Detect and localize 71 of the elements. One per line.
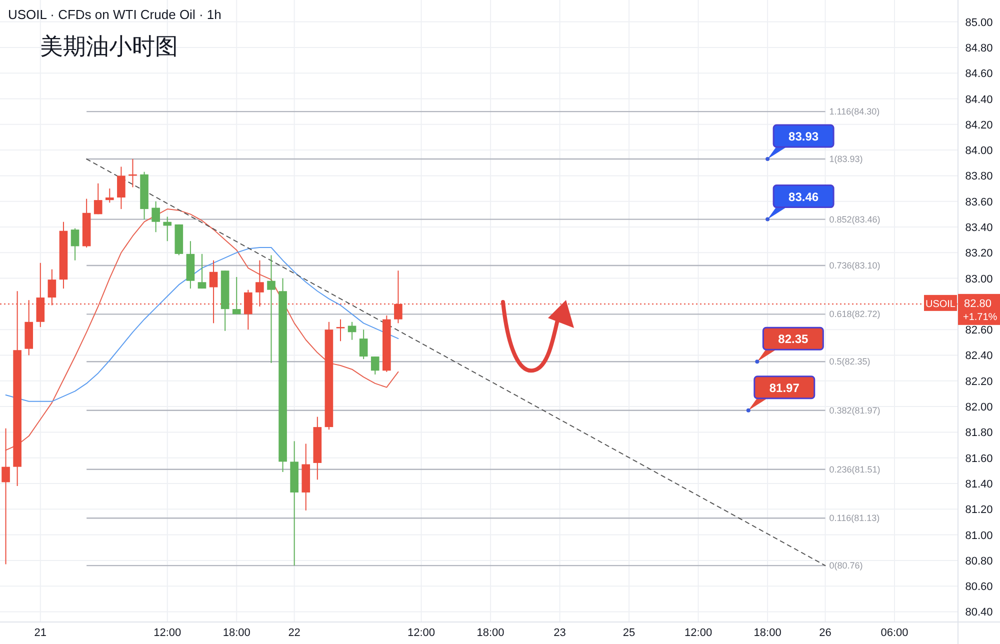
y-tick-label: 81.60 — [965, 452, 993, 465]
ref-line-label: 82.80 — [964, 298, 992, 310]
ref-line-label: 0.736(83.10) — [829, 260, 880, 270]
ref-line-label: 0.5(82.35) — [829, 356, 870, 367]
y-tick-label: 84.80 — [965, 42, 993, 54]
x-tick-label: 12:00 — [408, 627, 436, 639]
candlestick — [70, 228, 80, 261]
y-tick-label: 82.00 — [965, 402, 993, 414]
y-tick-label: 84.20 — [965, 119, 993, 132]
annotation: +1.71% — [963, 312, 998, 323]
x-tick-label: 22 — [288, 627, 300, 639]
candlestick — [163, 216, 172, 242]
x-tick-label: 18:00 — [476, 627, 504, 639]
x-tick-label: 21 — [34, 627, 47, 639]
candlestick — [105, 188, 114, 204]
y-tick-label: 84.60 — [965, 68, 993, 80]
candlestick — [348, 321, 356, 340]
ref-line-label: 1(83.93) — [829, 154, 863, 164]
subtitle: USOIL · CFDs on WTI Crude Oil · 1h — [8, 7, 222, 22]
candlestick — [232, 276, 241, 315]
candlestick — [359, 329, 368, 360]
annotation: 81.97 — [746, 376, 816, 412]
candlestick — [198, 253, 206, 290]
x-tick-label: 18:00 — [222, 627, 250, 639]
x-tick-label: 23 — [554, 627, 566, 639]
annotation: 83.46 — [788, 190, 819, 204]
annotation: USOIL — [924, 294, 957, 311]
x-tick-label: 26 — [819, 627, 832, 639]
y-tick-label: 83.00 — [965, 273, 993, 286]
y-tick-label: 85.00 — [965, 16, 993, 29]
y-tick-label: 81.80 — [965, 427, 993, 440]
ref-line-label: 0.116(81.13) — [829, 513, 880, 524]
candlestick — [2, 428, 10, 565]
x-tick-label: 25 — [622, 627, 636, 639]
y-tick-label: 82.20 — [965, 376, 993, 388]
y-tick-label: 81.20 — [965, 504, 993, 516]
y-tick-label: 81.40 — [965, 478, 993, 490]
y-tick-label: 81.00 — [965, 530, 993, 542]
ref-line-label: 1.116(84.30) — [829, 106, 880, 117]
annotation: 81.97 — [769, 380, 800, 395]
y-tick-label: 80.60 — [965, 581, 993, 594]
candlestick — [152, 200, 160, 233]
candlestick — [94, 182, 102, 215]
candlestick — [370, 356, 380, 375]
y-tick-label: 80.80 — [965, 555, 993, 568]
x-tick-label: 06:00 — [880, 627, 908, 639]
annotation: 82.35 — [778, 332, 809, 346]
y-tick-label: 83.40 — [965, 222, 993, 234]
annotation: 83.93 — [788, 130, 819, 144]
x-tick-label: 12:00 — [154, 627, 182, 639]
ref-line-label: 0(80.76) — [829, 560, 863, 571]
y-tick-label: 84.00 — [965, 145, 993, 158]
y-tick-label: 82.60 — [965, 324, 993, 337]
ref-line-label: 0.852(83.46) — [829, 214, 880, 224]
ref-line-label: 0.618(82.72) — [829, 309, 880, 320]
y-tick-label: 83.20 — [965, 248, 993, 260]
ref-line-label: 0.236(81.51) — [829, 464, 880, 474]
annotation: USOIL — [925, 298, 956, 310]
y-tick-label: 83.60 — [965, 196, 993, 208]
y-tick-label: 84.40 — [965, 94, 993, 106]
x-tick-label: 12:00 — [684, 627, 712, 639]
annotation: 82.35 — [755, 326, 824, 364]
ref-line-label: 0.382(81.97) — [829, 405, 880, 416]
y-tick-label: 83.80 — [965, 170, 993, 183]
candlestick — [267, 254, 276, 364]
x-tick-label: 18:00 — [754, 627, 782, 639]
candlestick — [117, 166, 126, 210]
title: 美期油小时图 — [40, 33, 178, 59]
y-tick-label: 82.40 — [965, 350, 993, 362]
candlestick — [336, 318, 345, 342]
y-tick-label: 80.40 — [965, 606, 993, 619]
